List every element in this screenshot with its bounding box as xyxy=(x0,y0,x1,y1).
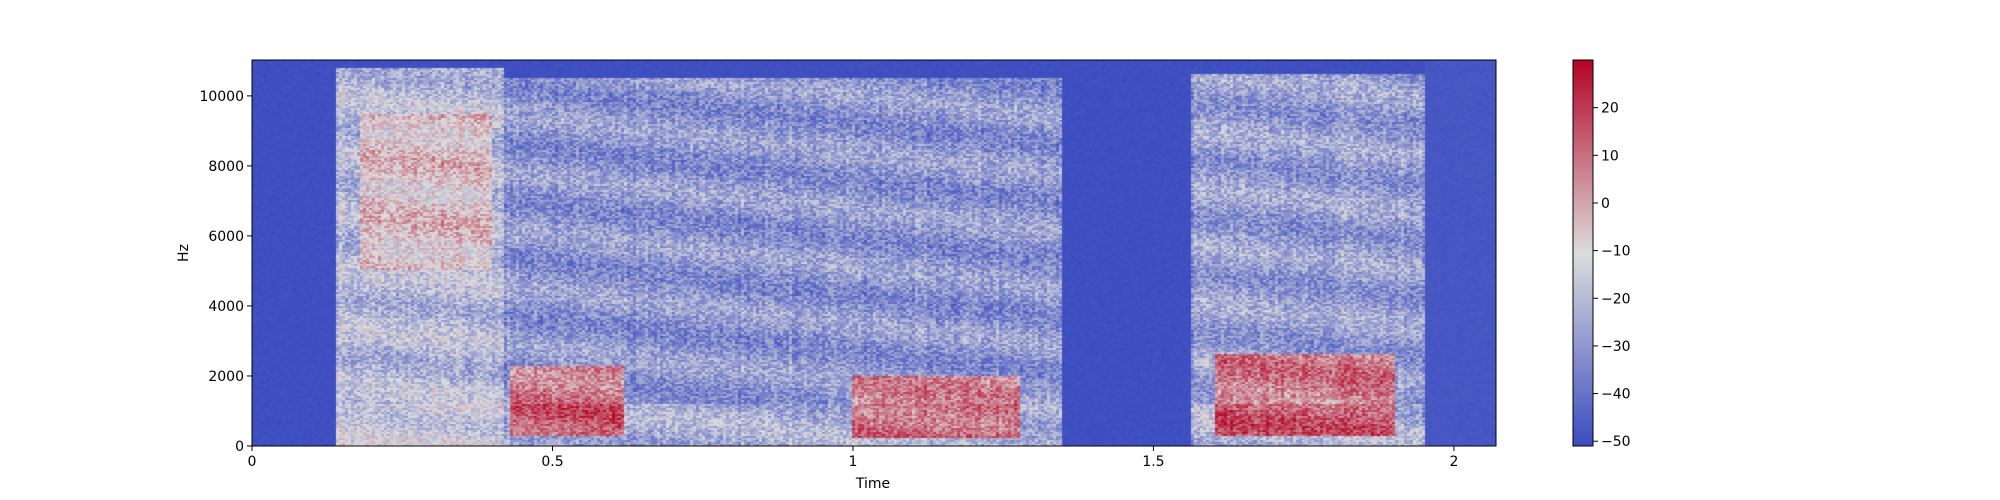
colorbar-tick-label: 20 xyxy=(1601,101,1619,117)
spectrogram-image xyxy=(252,60,1496,446)
y-axis-ticks: 0 2000 4000 6000 8000 10000 xyxy=(199,89,252,455)
y-axis-label: Hz xyxy=(176,244,192,262)
colorbar-tick-label: 0 xyxy=(1601,196,1610,212)
colorbar-tick-label: −40 xyxy=(1601,387,1631,403)
y-tick-label: 8000 xyxy=(208,159,244,175)
y-tick-label: 4000 xyxy=(208,299,244,315)
plot-frame xyxy=(251,59,1497,447)
colorbar-ticks: 20 10 0 −10 −20 −30 −40 −50 xyxy=(1593,101,1631,450)
y-tick-label: 10000 xyxy=(199,89,244,105)
colorbar-tick-label: −50 xyxy=(1601,434,1631,450)
x-axis-ticks: 0 0.5 1 1.5 2 xyxy=(248,446,1458,470)
y-tick-label: 6000 xyxy=(208,229,244,245)
x-tick-label: 0 xyxy=(248,454,257,470)
y-tick-label: 0 xyxy=(235,439,244,455)
y-tick-label: 2000 xyxy=(208,369,244,385)
x-tick-label: 1.5 xyxy=(1142,454,1164,470)
colorbar-tick-label: −30 xyxy=(1601,339,1631,355)
colorbar-tick-label: 10 xyxy=(1601,148,1619,164)
colorbar-gradient xyxy=(1573,60,1593,446)
colorbar-frame xyxy=(1572,59,1594,447)
x-tick-label: 1 xyxy=(849,454,858,470)
colorbar-tick-label: −10 xyxy=(1601,244,1631,260)
x-axis-label: Time xyxy=(855,476,890,492)
x-tick-label: 2 xyxy=(1449,454,1458,470)
x-tick-label: 0.5 xyxy=(541,454,563,470)
colorbar-tick-label: −20 xyxy=(1601,291,1631,307)
